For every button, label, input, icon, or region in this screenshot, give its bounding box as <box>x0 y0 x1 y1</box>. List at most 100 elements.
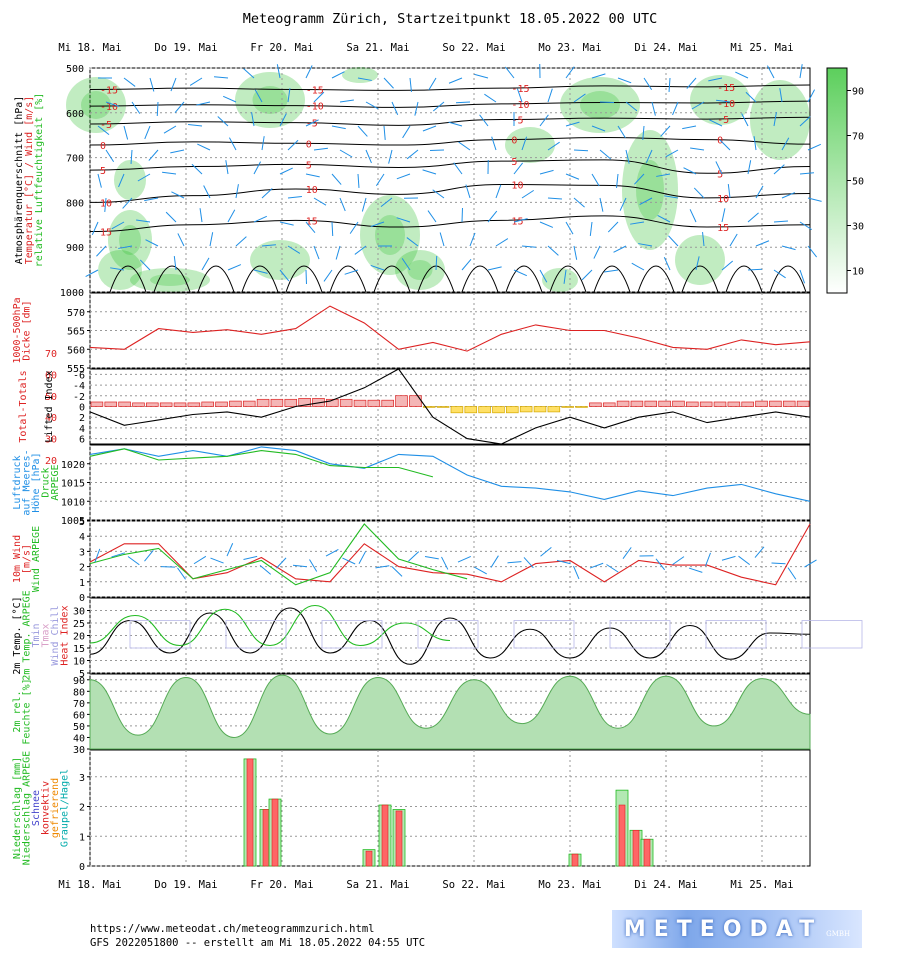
y-axis-label: Temperatur [°C] / Wind [m/s] <box>24 96 35 265</box>
tick-label: -4 <box>73 381 85 392</box>
precip-bar <box>381 804 389 867</box>
wind-barb <box>305 173 320 178</box>
tt-bar <box>575 406 588 408</box>
tick-label: 500 <box>66 64 84 75</box>
tt-bar <box>367 399 381 407</box>
isotherm-label: 15 <box>100 228 112 239</box>
wind-barb <box>565 173 580 180</box>
wind-arrow <box>210 557 224 564</box>
wind-barb <box>689 209 697 223</box>
wind-barb <box>427 210 437 223</box>
day-label-top: Fr 20. Mai <box>250 42 313 54</box>
footer-url[interactable]: https://www.meteodat.ch/meteogrammzurich… <box>90 923 375 935</box>
wind-arrow <box>424 555 439 560</box>
tt-bar <box>422 406 436 408</box>
isotherm-label: 10 <box>511 180 523 191</box>
isotherm-label: -15 <box>100 86 118 97</box>
tt-bar <box>146 402 159 407</box>
wind-barb <box>781 245 796 251</box>
tt-tick-label: 20 <box>45 456 57 467</box>
wind-arrow <box>589 562 604 569</box>
wind-barb <box>625 101 638 112</box>
wind-barb <box>388 149 393 164</box>
y-axis-label: Wind ARPEGE <box>31 526 42 592</box>
wind-barb <box>745 91 757 103</box>
precip-bar <box>618 804 626 867</box>
wind-barb <box>323 269 333 282</box>
tick-label: 20 <box>73 632 85 643</box>
tt-bar <box>644 400 658 407</box>
wind-arrow <box>276 557 287 569</box>
tt-tick-label: 70 <box>45 349 57 360</box>
wind-barb <box>539 221 554 228</box>
tick-label: 555 <box>67 364 85 375</box>
wind-barb <box>645 149 653 163</box>
wind-barb <box>690 147 705 151</box>
y-axis-label: Feuchte [%] <box>22 678 33 744</box>
tt-bar <box>686 401 699 407</box>
wind-barb <box>361 197 367 212</box>
isotherm-line <box>549 265 587 293</box>
isotherm-label: -5 <box>511 116 523 127</box>
wind-barb <box>716 99 731 103</box>
precip-bar <box>632 830 640 867</box>
isotherm-label: 5 <box>511 157 517 168</box>
wind-barb <box>227 209 236 223</box>
wind-barb <box>339 149 353 158</box>
wind-barb <box>253 269 268 274</box>
wind-barb <box>799 116 811 127</box>
wind-barb <box>357 173 360 189</box>
day-label-bottom: Di 24. Mai <box>634 879 697 891</box>
y-axis-label: gefrierend <box>50 778 61 838</box>
wind-arrow <box>94 548 101 563</box>
tt-bar <box>699 401 713 407</box>
tick-label: 4 <box>79 532 85 543</box>
isotherm-label: 10 <box>306 185 318 196</box>
wind-barb <box>170 149 185 154</box>
tick-label: 570 <box>67 308 85 319</box>
wind-barb <box>235 184 239 199</box>
series-line <box>89 523 468 586</box>
wind-barb <box>189 77 203 86</box>
wind-barb <box>513 218 528 223</box>
wind-barb <box>196 101 211 106</box>
chart-title: Meteogramm Zürich, Startzeitpunkt 18.05.… <box>243 11 658 27</box>
wind-barb <box>755 185 764 199</box>
tt-bar <box>492 406 505 414</box>
wind-barb <box>683 167 697 175</box>
day-label-bottom: Mi 18. Mai <box>58 879 121 891</box>
wind-barb <box>799 64 803 79</box>
isotherm-line <box>285 265 323 293</box>
tick-label: 2 <box>79 563 85 574</box>
y-axis-label: Dicke [dm] <box>22 300 33 360</box>
wind-barb <box>573 149 589 152</box>
wind-arrow <box>177 567 186 580</box>
wind-barb <box>344 269 359 275</box>
wind-barb <box>287 245 301 254</box>
wind-barb <box>253 215 267 223</box>
wind-barb <box>414 101 419 116</box>
meteodat-logo: METEODAT GMBH <box>612 910 862 948</box>
isotherm-label: -5 <box>100 120 112 131</box>
wind-barb <box>709 119 723 127</box>
tick-label: 30 <box>73 745 85 756</box>
wind-barb <box>335 245 341 260</box>
y-axis-label: auf Meeres- <box>22 449 33 515</box>
wind-barb <box>573 93 586 103</box>
tick-label: 4 <box>79 424 85 435</box>
wind-barb <box>781 192 796 199</box>
isotherm-label: -15 <box>511 84 529 95</box>
wind-barb <box>664 195 679 199</box>
isotherm-line <box>153 265 191 293</box>
precip-bar <box>571 853 579 867</box>
tt-bar <box>436 406 450 408</box>
day-label-top: Mo 23. Mai <box>538 42 601 54</box>
wind-barb <box>148 149 159 161</box>
wind-barb <box>619 197 627 211</box>
isotherm-label: -10 <box>511 100 529 111</box>
tick-label: 40 <box>73 733 85 744</box>
wind-barb <box>253 161 262 175</box>
tt-bar <box>104 401 118 407</box>
wind-barb <box>349 221 359 234</box>
wind-barb <box>130 149 133 165</box>
